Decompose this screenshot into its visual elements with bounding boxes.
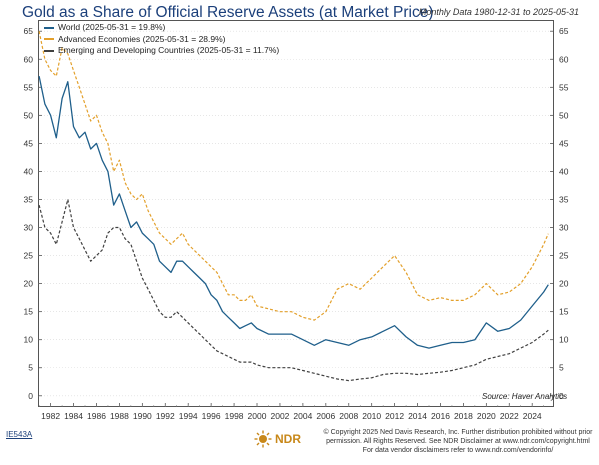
x-tick-label: 2008 <box>339 411 358 421</box>
y-tick-label-left: 5 <box>28 363 33 373</box>
y-tick-label-right: 45 <box>559 138 569 148</box>
series-lines <box>38 31 549 382</box>
x-tick-label: 1996 <box>202 411 221 421</box>
legend-item-world: World (2025-05-31 = 19.8%) <box>44 22 279 34</box>
y-tick-label-left: 30 <box>24 223 34 233</box>
y-tick-label-left: 45 <box>24 138 34 148</box>
y-axis-right: 0 5 10 15 20 25 30 35 40 45 50 55 60 65 <box>550 26 569 401</box>
x-tick-label: 1992 <box>156 411 175 421</box>
y-tick-label-left: 50 <box>24 110 34 120</box>
y-tick-label-right: 20 <box>559 279 569 289</box>
x-tick-label: 2020 <box>477 411 496 421</box>
series-line-emerging <box>38 198 549 382</box>
series-line-world <box>38 75 549 349</box>
series-line-advanced <box>38 31 549 321</box>
x-tick-label: 2012 <box>385 411 404 421</box>
ndr-logo: NDR <box>254 430 301 448</box>
x-tick-label: 1988 <box>110 411 129 421</box>
chart-title: Gold as a Share of Official Reserve Asse… <box>22 4 434 21</box>
chart-id-link[interactable]: IE543A <box>6 430 33 439</box>
source-note: Source: Haver Analytics <box>482 392 568 401</box>
y-tick-label-right: 50 <box>559 110 569 120</box>
x-tick-label: 2024 <box>523 411 542 421</box>
legend-item-advanced: Advanced Economies (2025-05-31 = 28.9%) <box>44 34 279 46</box>
x-tick-label: 1998 <box>225 411 244 421</box>
x-tick-label: 2004 <box>293 411 312 421</box>
x-tick-label: 1986 <box>87 411 106 421</box>
legend-swatch-emerging <box>44 49 54 52</box>
y-tick-label-right: 15 <box>559 307 569 317</box>
legend-swatch-advanced <box>44 38 54 41</box>
x-tick-label: 2016 <box>431 411 450 421</box>
y-tick-label-right: 60 <box>559 54 569 64</box>
y-tick-label-right: 5 <box>559 363 564 373</box>
y-axis-left: 0 5 10 15 20 25 30 35 40 45 50 55 60 65 <box>24 26 42 401</box>
ndr-sun-icon <box>254 430 272 448</box>
x-tick-label: 2022 <box>500 411 519 421</box>
y-tick-label-left: 25 <box>24 251 34 261</box>
y-tick-label-left: 65 <box>24 26 34 36</box>
x-tick-label: 2014 <box>408 411 427 421</box>
x-tick-label: 2010 <box>362 411 381 421</box>
logo-text: NDR <box>275 432 301 446</box>
chart-subtitle: Monthly Data 1980-12-31 to 2025-05-31 <box>418 7 579 17</box>
gridlines <box>38 30 554 397</box>
x-tick-label: 1982 <box>41 411 60 421</box>
y-tick-label-left: 20 <box>24 279 34 289</box>
y-tick-label-left: 60 <box>24 54 34 64</box>
legend-label-emerging: Emerging and Developing Countries (2025-… <box>58 45 280 55</box>
x-tick-label: 2002 <box>270 411 289 421</box>
x-tick-label: 2018 <box>454 411 473 421</box>
y-tick-label-right: 55 <box>559 82 569 92</box>
y-tick-label-right: 30 <box>559 223 569 233</box>
y-tick-label-right: 0 <box>559 391 564 401</box>
copyright-notice: © Copyright 2025 Ned Davis Research, Inc… <box>323 429 593 454</box>
y-tick-label-left: 35 <box>24 194 34 204</box>
y-tick-label-right: 65 <box>559 26 569 36</box>
legend-label-world: World (2025-05-31 = 19.8%) <box>58 22 166 32</box>
y-tick-label-left: 55 <box>24 82 34 92</box>
legend-swatch-world <box>44 26 54 29</box>
x-tick-label: 1990 <box>133 411 152 421</box>
y-tick-label-right: 10 <box>559 335 569 345</box>
y-tick-label-left: 40 <box>24 166 34 176</box>
legend: World (2025-05-31 = 19.8%) Advanced Econ… <box>44 22 279 57</box>
x-tick-label: 2006 <box>316 411 335 421</box>
y-tick-label-left: 15 <box>24 307 34 317</box>
x-axis: 1982 1984 1986 1988 1990 1992 1994 1996 1998 2000… <box>38 403 544 421</box>
plot-frame <box>38 20 554 407</box>
y-tick-label-left: 10 <box>24 335 34 345</box>
legend-item-emerging: Emerging and Developing Countries (2025-… <box>44 45 279 57</box>
x-tick-label: 1994 <box>179 411 198 421</box>
y-tick-label-right: 25 <box>559 251 569 261</box>
y-tick-label-right: 40 <box>559 166 569 176</box>
y-tick-label-left: 0 <box>28 391 33 401</box>
x-tick-label: 1984 <box>64 411 83 421</box>
legend-label-advanced: Advanced Economies (2025-05-31 = 28.9%) <box>58 33 226 44</box>
y-tick-label-right: 35 <box>559 194 569 204</box>
x-tick-label: 2000 <box>248 411 267 421</box>
